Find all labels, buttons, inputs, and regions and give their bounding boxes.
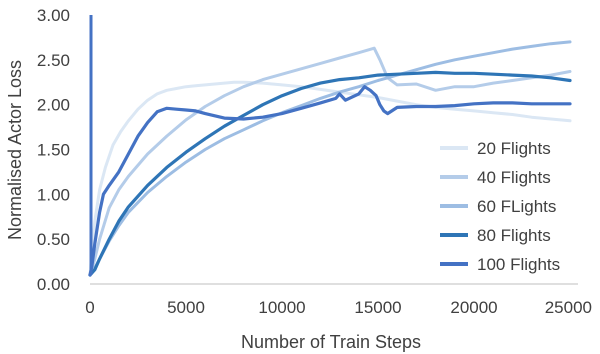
series-line-2 (88, 46, 572, 277)
y-axis-ticks: 0.00 0.50 1.00 1.50 2.00 2.50 3.00 (37, 6, 70, 294)
series-line-1 (88, 80, 572, 277)
y-tick-label: 1.00 (37, 185, 70, 204)
x-tick-label: 10000 (258, 298, 305, 317)
x-axis-ticks: 0 5000 10000 15000 20000 25000 (85, 298, 592, 317)
y-tick-label: 1.50 (37, 141, 70, 160)
x-tick-label: 5000 (167, 298, 205, 317)
series-line-3 (88, 40, 572, 277)
y-axis-title: Normalised Actor Loss (5, 60, 25, 240)
legend: 20 Flights 40 Flights 60 FLights 80 Flights… (440, 139, 560, 274)
legend-label: 60 FLights (477, 197, 556, 216)
x-tick-label: 20000 (450, 298, 497, 317)
series-line-5 (88, 85, 572, 277)
series-line-4 (88, 70, 572, 277)
x-tick-label: 0 (85, 298, 94, 317)
series-layer (88, 15, 572, 277)
legend-label: 100 Flights (477, 255, 560, 274)
legend-label: 20 Flights (477, 139, 551, 158)
y-tick-label: 3.00 (37, 6, 70, 25)
legend-label: 40 Flights (477, 168, 551, 187)
y-tick-label: 0.50 (37, 230, 70, 249)
y-tick-label: 2.00 (37, 96, 70, 115)
x-tick-label: 25000 (545, 298, 592, 317)
x-axis-title: Number of Train Steps (241, 332, 421, 352)
legend-label: 80 Flights (477, 226, 551, 245)
y-tick-label: 2.50 (37, 51, 70, 70)
y-tick-label: 0.00 (37, 275, 70, 294)
x-tick-label: 15000 (354, 298, 401, 317)
